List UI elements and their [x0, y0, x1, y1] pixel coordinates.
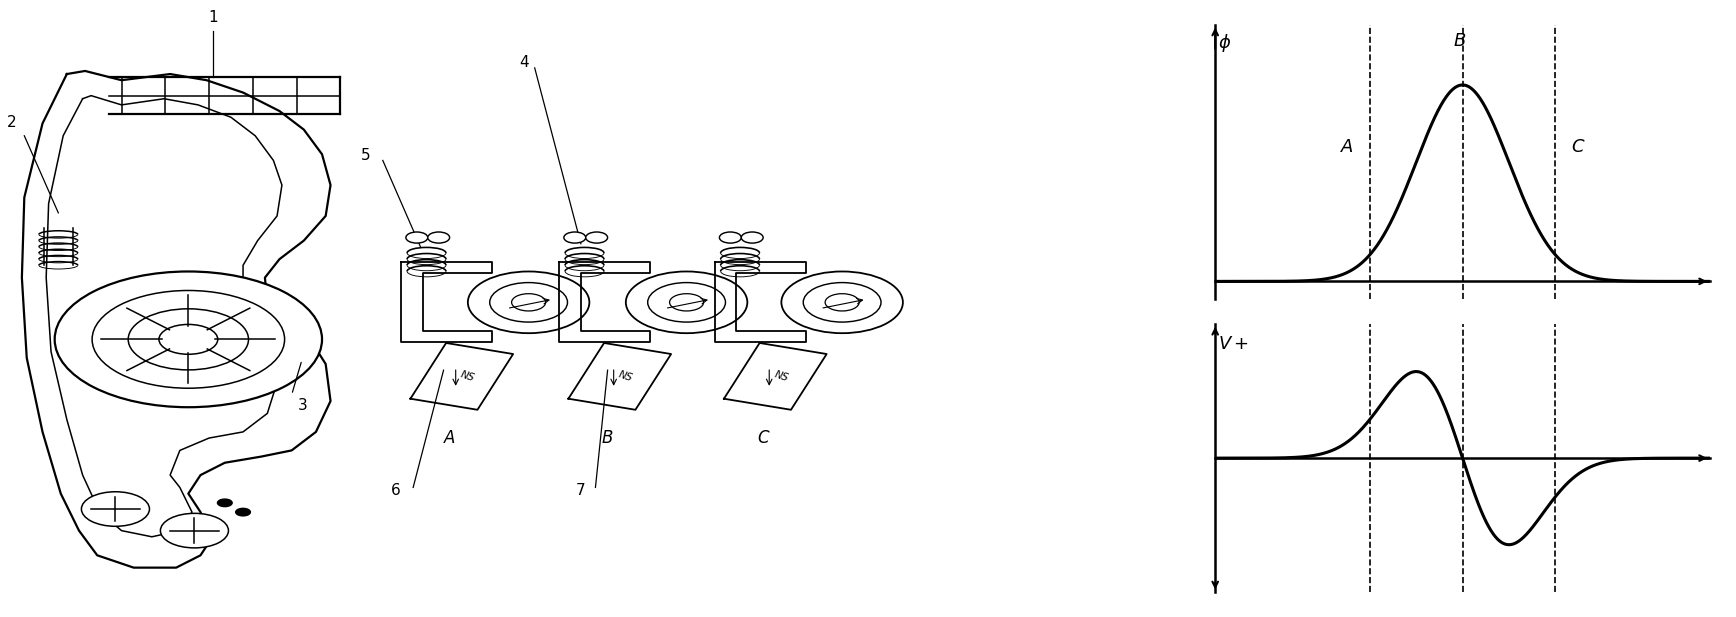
Text: 5: 5 [361, 148, 370, 163]
Circle shape [217, 499, 233, 507]
Text: 3: 3 [297, 398, 307, 413]
Text: $A$: $A$ [1340, 138, 1354, 157]
Text: 6: 6 [391, 483, 401, 498]
Circle shape [82, 492, 149, 526]
Circle shape [427, 232, 450, 243]
Circle shape [236, 508, 250, 516]
Text: NS: NS [618, 370, 634, 383]
Text: $C$: $C$ [1571, 138, 1585, 157]
Text: $\phi$: $\phi$ [1219, 32, 1231, 54]
Text: B: B [602, 429, 613, 447]
Circle shape [56, 271, 321, 407]
Circle shape [781, 271, 903, 333]
Circle shape [564, 232, 585, 243]
Text: C: C [757, 429, 769, 447]
Circle shape [804, 283, 880, 322]
Circle shape [648, 283, 726, 322]
Polygon shape [715, 262, 806, 342]
Text: 2: 2 [7, 115, 17, 130]
Polygon shape [410, 343, 514, 410]
Polygon shape [23, 71, 330, 568]
Circle shape [490, 283, 568, 322]
Circle shape [719, 232, 741, 243]
Text: 4: 4 [519, 56, 528, 70]
Text: NS: NS [460, 370, 476, 383]
Text: $V+$: $V+$ [1219, 334, 1250, 353]
Text: 1: 1 [208, 10, 217, 25]
Circle shape [585, 232, 608, 243]
Text: NS: NS [773, 370, 790, 383]
Polygon shape [568, 343, 672, 410]
Circle shape [160, 513, 229, 548]
Text: $\mathit{B}$: $\mathit{B}$ [1453, 32, 1467, 51]
Polygon shape [559, 262, 649, 342]
Polygon shape [401, 262, 493, 342]
Polygon shape [724, 343, 826, 410]
Circle shape [625, 271, 746, 333]
Circle shape [741, 232, 764, 243]
Circle shape [406, 232, 427, 243]
Circle shape [467, 271, 589, 333]
Text: 7: 7 [576, 483, 585, 498]
Text: A: A [444, 429, 455, 447]
